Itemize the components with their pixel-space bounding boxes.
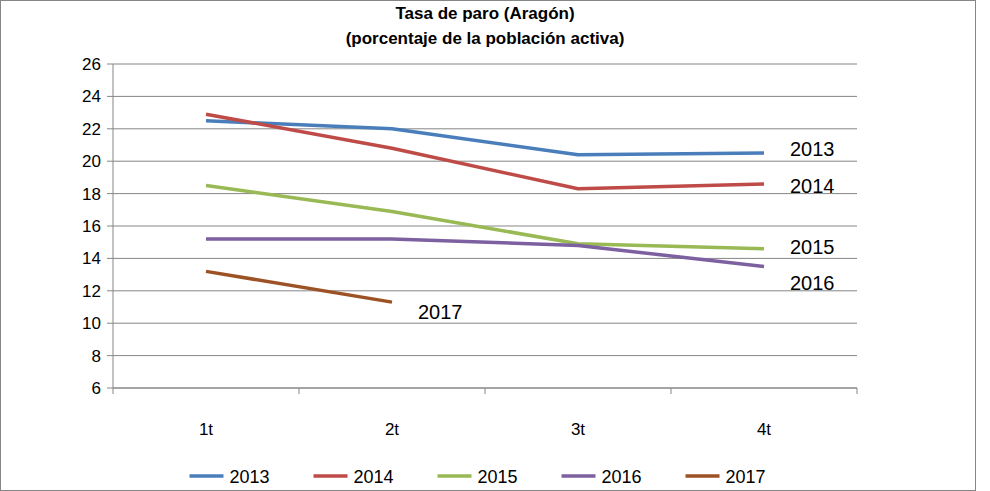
y-tick-label: 26 xyxy=(82,55,101,74)
x-tick xyxy=(857,388,858,394)
grid-line xyxy=(113,128,857,129)
series-end-label: 2016 xyxy=(790,272,835,294)
y-tick-label: 8 xyxy=(92,347,101,366)
x-tick-label: 4t xyxy=(757,420,771,439)
grid-line xyxy=(113,64,857,65)
y-tick xyxy=(107,323,113,324)
series-end-label: 2015 xyxy=(790,236,835,258)
y-tick xyxy=(107,64,113,65)
x-tick xyxy=(113,388,114,394)
x-tick-label: 1t xyxy=(199,420,213,439)
y-tick xyxy=(107,258,113,259)
series-line xyxy=(206,271,392,302)
series-end-label: 2017 xyxy=(418,301,463,323)
legend-label: 2015 xyxy=(478,467,518,487)
series-line xyxy=(206,114,764,189)
y-tick xyxy=(107,128,113,129)
grid-line xyxy=(113,355,857,356)
y-tick xyxy=(107,161,113,162)
y-tick xyxy=(107,355,113,356)
subtitle: (porcentaje de la población activa) xyxy=(346,29,625,48)
legend-swatch xyxy=(314,474,348,478)
grid-line xyxy=(113,323,857,324)
x-tick xyxy=(299,388,300,394)
y-tick xyxy=(107,226,113,227)
series-line xyxy=(206,239,764,267)
legend-label: 2016 xyxy=(602,467,642,487)
series-line xyxy=(206,121,764,155)
chart-container: Tasa de paro (Aragón) (porcentaje de la p… xyxy=(0,0,990,491)
x-tick-label: 3t xyxy=(571,420,585,439)
y-tick xyxy=(107,388,113,389)
y-tick-label: 12 xyxy=(82,282,101,301)
y-tick-label: 16 xyxy=(82,217,101,236)
y-tick-label: 22 xyxy=(82,120,101,139)
y-tick-label: 6 xyxy=(92,379,101,398)
legend-label: 2017 xyxy=(726,467,766,487)
grid-line xyxy=(113,193,857,194)
legend-swatch xyxy=(686,474,720,478)
chart-frame xyxy=(1,1,976,491)
y-tick-label: 18 xyxy=(82,185,101,204)
y-tick-label: 20 xyxy=(82,152,101,171)
legend-label: 2014 xyxy=(354,467,394,487)
title: Tasa de paro (Aragón) xyxy=(395,4,574,23)
grid-line xyxy=(113,96,857,97)
grid-line xyxy=(113,290,857,291)
y-tick xyxy=(107,193,113,194)
x-tick-label: 2t xyxy=(385,420,399,439)
y-tick-label: 10 xyxy=(82,314,101,333)
legend-swatch xyxy=(190,474,224,478)
series-end-label: 2014 xyxy=(790,175,835,197)
y-tick xyxy=(107,96,113,97)
y-tick-label: 14 xyxy=(82,249,101,268)
legend-label: 2013 xyxy=(230,467,270,487)
grid-line xyxy=(113,258,857,259)
grid-line xyxy=(113,161,857,162)
x-tick xyxy=(485,388,486,394)
series-end-label: 2013 xyxy=(790,138,835,160)
y-axis xyxy=(113,64,114,388)
legend-swatch xyxy=(562,474,596,478)
legend-swatch xyxy=(438,474,472,478)
chart-svg: Tasa de paro (Aragón) (porcentaje de la p… xyxy=(0,0,990,491)
x-tick xyxy=(671,388,672,394)
y-tick-label: 24 xyxy=(82,87,101,106)
plot-area xyxy=(206,114,764,302)
y-tick xyxy=(107,290,113,291)
